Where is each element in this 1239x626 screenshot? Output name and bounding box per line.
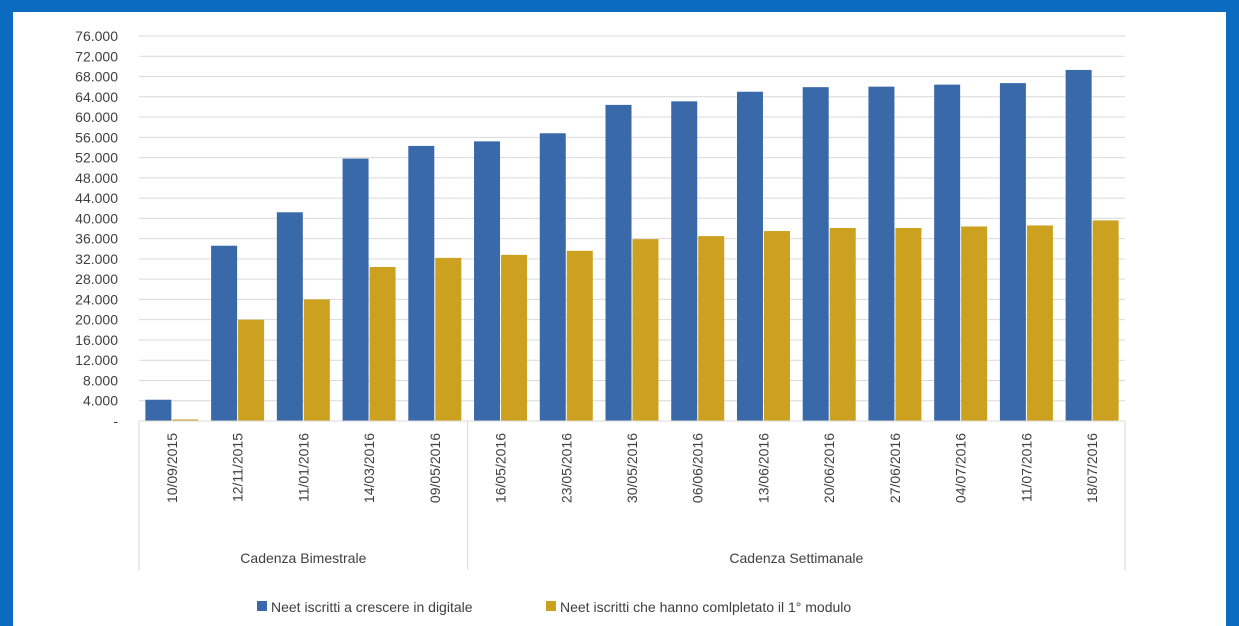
gridlines [139, 35, 1125, 422]
y-tick-label: 24.000 [75, 291, 118, 307]
group-label: Cadenza Bimestrale [240, 550, 366, 566]
x-tick-label: 04/07/2016 [953, 433, 969, 503]
y-tick-label: 68.000 [75, 69, 118, 85]
bar-series-2 [829, 227, 856, 421]
bar-series-1 [802, 87, 829, 421]
y-tick-label: 48.000 [75, 170, 118, 186]
y-axis-ticks: - 4.000 8.000 12.000 16.000 20.000 24.000 28.00… [75, 28, 118, 429]
bar-series-2 [369, 267, 396, 421]
y-tick-label: 36.000 [75, 231, 118, 247]
y-tick-label: - [113, 413, 118, 429]
x-tick-label: 18/07/2016 [1084, 433, 1100, 503]
x-tick-label: 20/06/2016 [821, 433, 837, 503]
bar-series-1 [999, 83, 1026, 421]
bar-series-1 [342, 158, 369, 421]
x-tick-label: 11/07/2016 [1018, 433, 1034, 502]
y-tick-label: 64.000 [75, 89, 118, 105]
bar-series-2 [172, 419, 199, 421]
bar-series-1 [868, 86, 895, 421]
bar-series-1 [211, 245, 238, 421]
y-tick-label: 56.000 [75, 129, 118, 145]
legend-label-series-1: Neet iscritti a crescere in digitale [271, 599, 473, 615]
legend: Neet iscritti a crescere in digitale Nee… [257, 599, 851, 615]
bar-series-1 [539, 133, 566, 421]
bar-series-1 [408, 145, 435, 422]
bar-series-2 [763, 231, 790, 421]
bar-series-2 [632, 239, 659, 421]
bar-series-1 [671, 101, 698, 421]
bar-series-2 [238, 319, 265, 421]
x-tick-label: 27/06/2016 [887, 433, 903, 503]
bars [145, 69, 1119, 422]
y-tick-label: 4.000 [83, 393, 118, 409]
bar-series-1 [605, 104, 632, 421]
y-tick-label: 44.000 [75, 190, 118, 206]
x-tick-label: 10/09/2015 [164, 433, 180, 503]
bar-series-1 [145, 399, 172, 421]
y-tick-label: 16.000 [75, 332, 118, 348]
legend-swatch-series-1 [257, 601, 267, 611]
x-tick-label: 11/01/2016 [295, 433, 311, 502]
y-tick-label: 20.000 [75, 312, 118, 328]
bar-series-2 [303, 299, 330, 421]
group-label: Cadenza Settimanale [729, 550, 863, 566]
x-tick-label: 30/05/2016 [624, 433, 640, 503]
x-tick-label: 13/06/2016 [755, 433, 771, 503]
y-tick-label: 60.000 [75, 109, 118, 125]
y-tick-label: 72.000 [75, 48, 118, 64]
x-tick-label: 12/11/2015 [230, 433, 246, 502]
bar-series-1 [276, 212, 303, 421]
y-tick-label: 8.000 [83, 372, 118, 388]
bar-series-2 [1026, 225, 1053, 421]
bar-series-2 [961, 226, 988, 421]
legend-label-series-2: Neet iscritti che hanno comlpletato il 1… [560, 599, 851, 615]
legend-swatch-series-2 [546, 601, 556, 611]
x-tick-label: 16/05/2016 [493, 433, 509, 503]
bar-series-1 [736, 91, 763, 421]
x-tick-label: 23/05/2016 [558, 433, 574, 503]
x-tick-label: 14/03/2016 [361, 433, 377, 503]
bar-series-2 [566, 250, 593, 421]
x-tick-label: 09/05/2016 [427, 433, 443, 503]
y-tick-label: 12.000 [75, 352, 118, 368]
bar-series-2 [501, 254, 528, 421]
bar-series-2 [895, 227, 922, 421]
y-tick-label: 32.000 [75, 251, 118, 267]
bar-series-1 [934, 84, 961, 421]
bar-series-1 [1065, 69, 1092, 421]
y-tick-label: 28.000 [75, 271, 118, 287]
bar-series-2 [435, 257, 462, 421]
x-tick-label: 06/06/2016 [690, 433, 706, 503]
y-tick-label: 40.000 [75, 210, 118, 226]
y-tick-label: 76.000 [75, 28, 118, 44]
bar-series-2 [698, 236, 725, 421]
y-tick-label: 52.000 [75, 150, 118, 166]
x-axis: 10/09/2015 12/11/2015 11/01/2016 14/03/2016… [138, 420, 1126, 570]
bar-series-2 [1092, 220, 1119, 421]
bar-series-1 [474, 141, 501, 422]
